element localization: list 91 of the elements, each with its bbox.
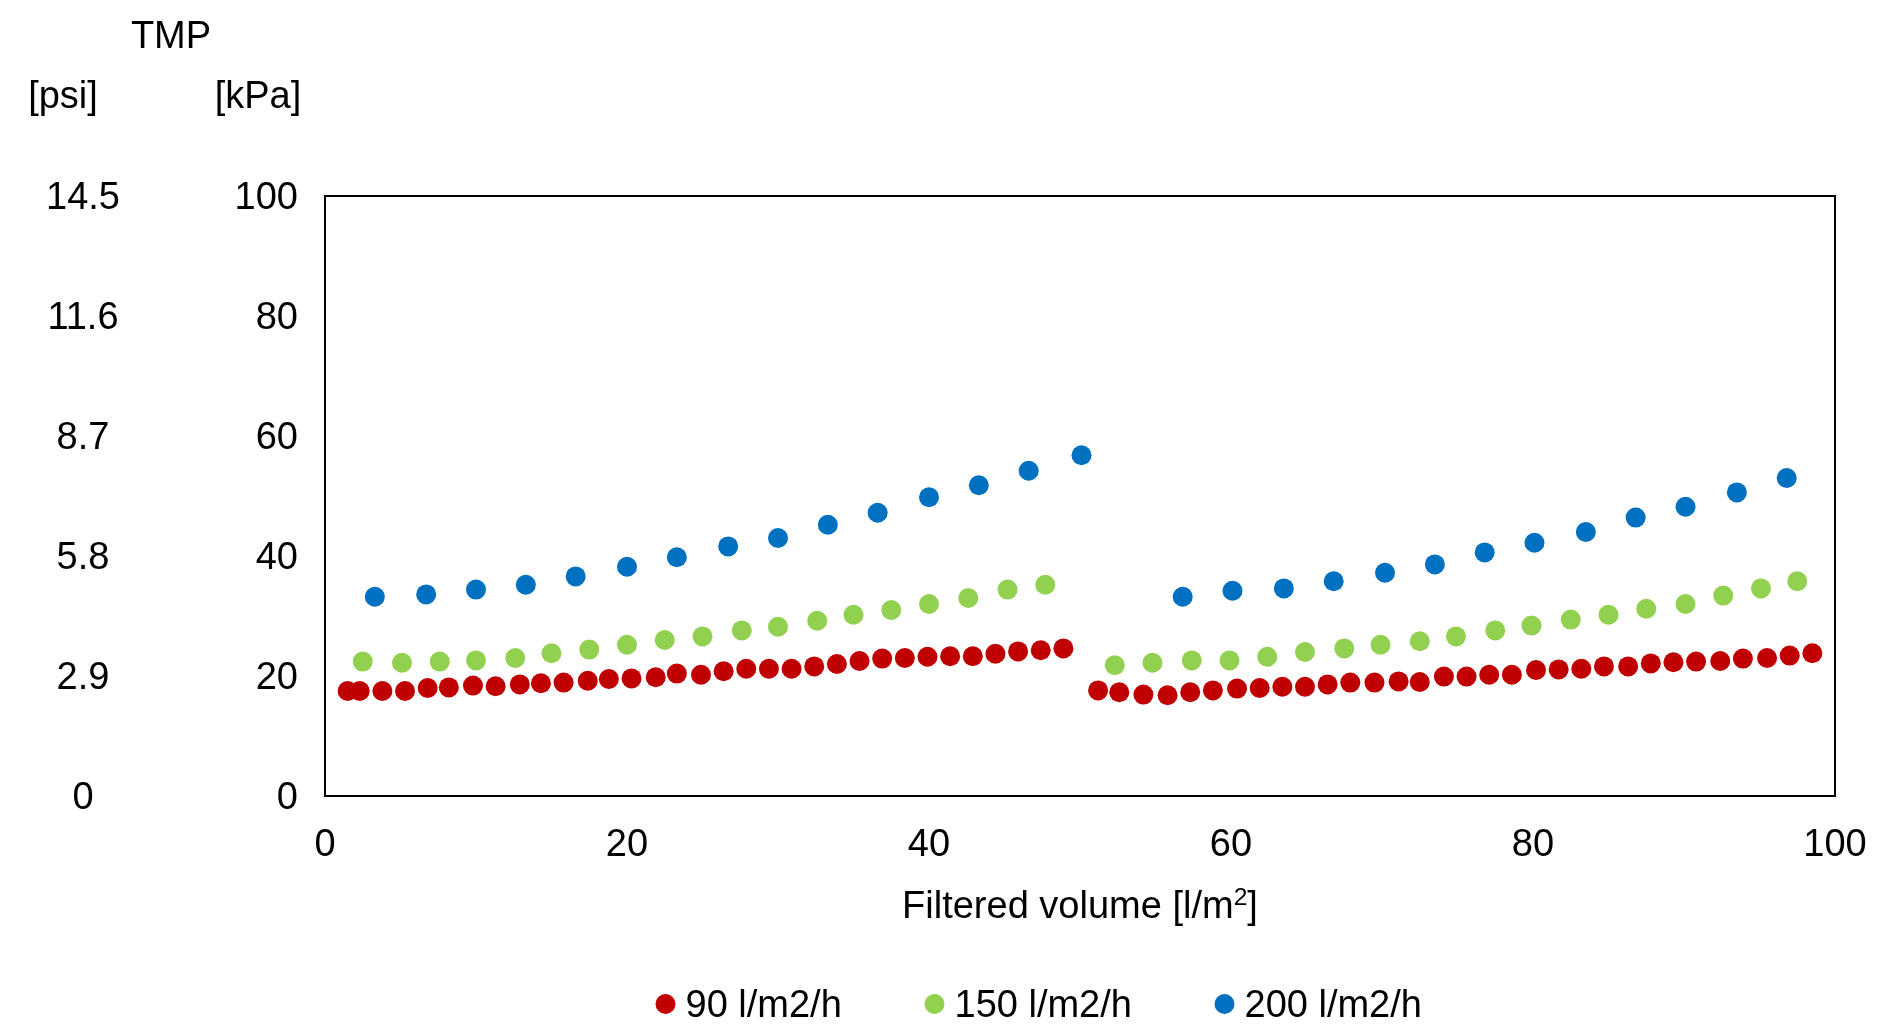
y-axis-title: [kPa]: [214, 74, 302, 116]
point: [466, 579, 486, 600]
point: [997, 579, 1018, 600]
x-tick-label: 20: [605, 822, 649, 864]
point: [1787, 571, 1808, 592]
point: [1776, 468, 1797, 488]
point: [565, 566, 586, 587]
y2-axis-title: [psi]: [28, 74, 98, 116]
point: [731, 620, 752, 641]
point: [1370, 634, 1391, 655]
point: [807, 610, 828, 631]
point: [1675, 594, 1696, 614]
point: [617, 556, 637, 577]
chart-title: TMP: [130, 14, 212, 56]
point: [505, 648, 526, 668]
point: [617, 634, 637, 655]
point: [1222, 580, 1243, 601]
point: [718, 536, 739, 557]
point: [1334, 638, 1355, 659]
point: [1598, 604, 1619, 625]
x-tick-label: 80: [1511, 822, 1555, 864]
legend-label: 200 l/m2/h: [1244, 983, 1422, 1026]
legend-label: 150 l/m2/h: [954, 983, 1132, 1026]
y2-tick-label: 11.6: [47, 295, 119, 338]
point: [1474, 542, 1495, 563]
point: [579, 639, 600, 660]
point: [1560, 609, 1581, 630]
legend-label: 90 l/m2/h: [685, 983, 842, 1026]
point: [1257, 646, 1278, 667]
point: [416, 584, 437, 605]
y2-tick-label: 5.8: [56, 535, 110, 578]
point: [1181, 650, 1202, 671]
y2-tick-label: 8.7: [56, 415, 110, 458]
point: [1219, 650, 1240, 671]
point: [541, 643, 562, 664]
point: [843, 604, 864, 625]
point: [817, 514, 838, 535]
point: [768, 616, 788, 637]
point: [1104, 655, 1125, 676]
x-tick-label: 60: [1209, 822, 1253, 864]
y-tick-label: 60: [255, 415, 298, 458]
point: [1726, 482, 1747, 503]
x-tick-label: 0: [314, 822, 336, 864]
point: [1636, 598, 1657, 619]
point: [1323, 571, 1344, 592]
point: [768, 528, 788, 548]
point: [654, 630, 675, 650]
x-tick-label: 40: [907, 822, 951, 864]
point: [881, 600, 902, 620]
point: [919, 594, 939, 614]
point: [1521, 615, 1542, 636]
point: [1018, 460, 1039, 481]
point: [1675, 496, 1696, 517]
point: [466, 650, 486, 671]
x-tick-label: 100: [1803, 822, 1867, 864]
point: [919, 487, 939, 508]
point: [1375, 562, 1396, 583]
point: [392, 652, 413, 673]
point: [1575, 522, 1596, 542]
point: [666, 547, 687, 568]
y2-tick-label: 14.5: [46, 175, 120, 218]
point: [352, 651, 373, 672]
point: [1409, 631, 1430, 652]
point: [867, 502, 888, 523]
point: [1172, 586, 1193, 607]
y-tick-label: 0: [276, 775, 298, 818]
point: [364, 586, 385, 607]
point: [1273, 578, 1294, 599]
point: [1751, 578, 1772, 599]
point: [1485, 620, 1506, 641]
point: [1445, 626, 1466, 647]
point: [1524, 532, 1545, 553]
x-axis-title: Filtered volume [l/m$^{2}$]: [902, 882, 1258, 926]
point: [1625, 507, 1646, 528]
point: [958, 588, 979, 608]
point: [968, 475, 989, 496]
point: [1071, 445, 1092, 466]
y-tick-label: 20: [255, 655, 298, 698]
point: [692, 626, 713, 647]
y-tick-label: 80: [255, 295, 298, 338]
y2-tick-label: 2.9: [56, 655, 110, 698]
point: [1713, 585, 1734, 606]
point: [1294, 642, 1315, 662]
y2-tick-label: 0: [72, 775, 94, 818]
y-tick-label: 100: [234, 175, 298, 218]
y-tick-label: 40: [255, 535, 298, 578]
point: [429, 651, 450, 672]
point: [1035, 574, 1056, 595]
point: [515, 574, 536, 595]
point: [1424, 554, 1445, 575]
point: [1142, 652, 1163, 673]
